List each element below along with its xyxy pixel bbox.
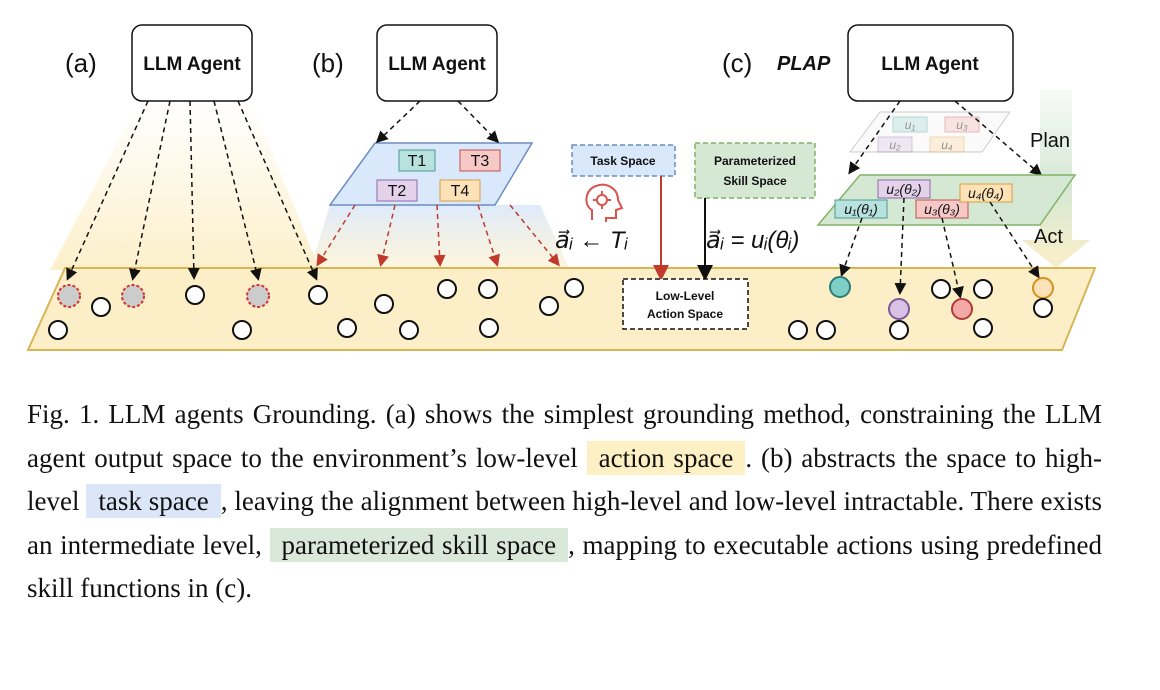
svg-text:Action Space: Action Space [647, 307, 723, 321]
panel-label-a: (a) [65, 48, 97, 78]
svg-text:u₁: u₁ [905, 118, 916, 132]
arrows-c-bottom [839, 197, 1040, 299]
caption-part-4: , mapping to executable actions using pr… [27, 529, 1102, 604]
grounding-figure: (a) (b) (c) PLAP LLM Agent LLM Agent LLM… [26, 24, 1097, 351]
action-space-plane [26, 267, 1097, 351]
act-label: Act [1034, 226, 1063, 248]
arrows-a [66, 100, 318, 281]
faded-skill-chips: u₁ u₃ u₂ u₄ [877, 116, 980, 153]
eq-task: a⃗ᵢ ← Tᵢ [555, 227, 629, 254]
panel-label-b: (b) [312, 48, 344, 78]
figure-caption: Fig. 1. LLM agents Grounding. (a) shows … [27, 393, 1102, 611]
arrows-b-top [375, 100, 500, 144]
svg-text:Task Space: Task Space [590, 154, 655, 168]
task-chip-t4: T4 [439, 179, 481, 202]
arrows-c-top [848, 100, 1043, 176]
skill-chip-u3: u₃(θ₃) [915, 199, 969, 219]
fan-a [50, 100, 320, 270]
skill-chip-u2: u₂(θ₂) [877, 179, 931, 199]
skill-chip-u4: u₄(θ₄) [959, 183, 1013, 203]
panel-label-c: (c) [722, 48, 752, 78]
svg-text:u₄(θ₄): u₄(θ₄) [968, 185, 1004, 201]
caption-part-1: Fig. 1. LLM agents Grounding. (a) shows … [27, 399, 1102, 473]
llm-agent-box-b: LLM Agent [376, 24, 498, 102]
llm-agent-box-c: LLM Agent [847, 24, 1014, 102]
svg-text:Low-Level: Low-Level [656, 289, 715, 303]
low-level-action-box: Low-Level Action Space [622, 278, 749, 330]
highlight-action-space: action space [586, 440, 746, 475]
svg-text:u₃: u₃ [956, 118, 968, 132]
plan-plane-faded [849, 111, 1011, 153]
llm-agent-box-a: LLM Agent [131, 24, 253, 102]
svg-text:T3: T3 [471, 153, 490, 170]
svg-text:LLM Agent: LLM Agent [881, 54, 979, 75]
svg-text:LLM Agent: LLM Agent [143, 54, 241, 75]
fan-b [310, 205, 570, 270]
action-points [48, 276, 1054, 340]
task-chip-t2: T2 [376, 179, 418, 202]
caption-part-2: . (b) abstracts the space to high-level [27, 442, 1102, 517]
plap-label: PLAP [777, 53, 831, 75]
skill-chip-u1: u₁(θ₁) [834, 199, 888, 219]
arrows-b-red [316, 204, 560, 267]
task-space-box: Task Space [571, 144, 676, 177]
svg-text:LLM Agent: LLM Agent [388, 54, 486, 75]
svg-text:T1: T1 [408, 153, 427, 170]
eq-skill: a⃗ᵢ = uᵢ(θᵢ) [706, 227, 799, 254]
svg-text:T2: T2 [388, 183, 407, 200]
svg-text:u₃(θ₃): u₃(θ₃) [924, 201, 960, 217]
task-chip-t3: T3 [459, 149, 501, 172]
svg-text:u₁(θ₁): u₁(θ₁) [844, 201, 878, 217]
highlight-skill-space: parameterized skill space [269, 527, 569, 562]
svg-text:T4: T4 [451, 183, 470, 200]
task-chip-t1: T1 [398, 149, 436, 172]
svg-text:u₂(θ₂): u₂(θ₂) [886, 181, 921, 197]
caption-part-3: , leaving the alignment between high-lev… [27, 486, 1102, 560]
brain-gear-icon [585, 183, 624, 222]
svg-text:u₂: u₂ [889, 138, 901, 152]
skill-space-box: Parameterized Skill Space [694, 142, 816, 199]
plan-label: Plan [1030, 130, 1070, 152]
highlight-task-space: task space [86, 484, 221, 518]
svg-text:u₄: u₄ [941, 138, 953, 152]
svg-text:Parameterized: Parameterized [714, 154, 796, 168]
svg-text:Skill Space: Skill Space [723, 174, 787, 188]
